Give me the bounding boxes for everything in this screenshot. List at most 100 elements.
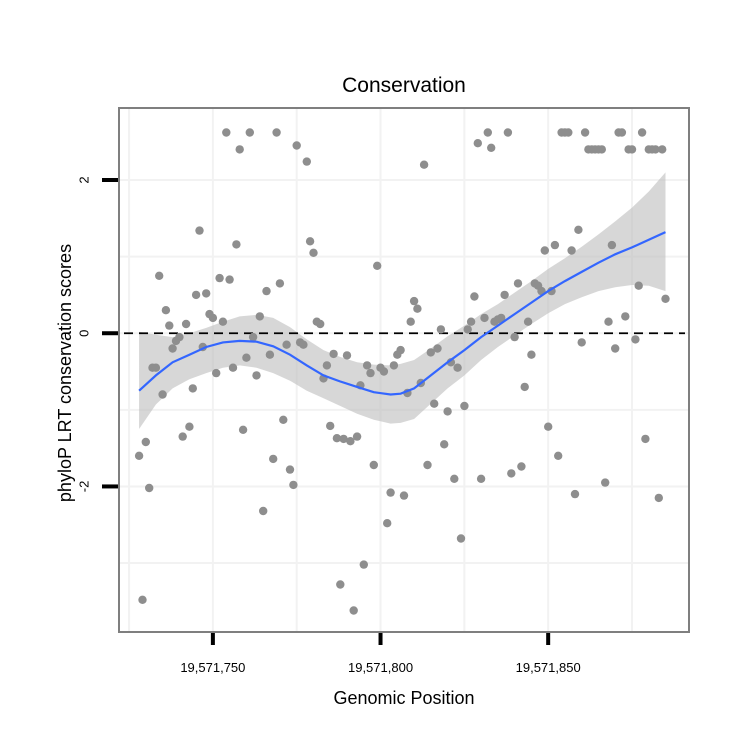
data-point xyxy=(611,344,620,353)
data-point xyxy=(292,141,301,150)
data-point xyxy=(473,139,482,148)
data-point xyxy=(487,143,496,152)
data-point xyxy=(440,440,449,449)
data-point xyxy=(480,313,489,323)
data-point xyxy=(483,128,492,137)
data-point xyxy=(369,460,378,470)
data-point xyxy=(275,279,285,288)
data-point xyxy=(168,344,177,353)
data-point xyxy=(617,128,627,137)
data-point xyxy=(349,606,358,615)
y-axis-title: phyloP LRT conservation scores xyxy=(55,244,75,502)
data-point xyxy=(497,313,506,323)
data-point xyxy=(574,225,583,234)
data-point xyxy=(383,519,392,528)
confidence-band xyxy=(139,172,666,429)
data-point xyxy=(336,580,345,589)
data-point xyxy=(544,422,553,431)
data-point xyxy=(470,292,479,301)
data-point xyxy=(564,128,573,137)
data-point xyxy=(517,462,526,471)
data-point xyxy=(329,349,338,359)
x-tick-label: 19,571,800 xyxy=(348,660,413,675)
data-point xyxy=(255,312,264,321)
data-point xyxy=(513,279,523,288)
data-point xyxy=(658,145,667,154)
data-point xyxy=(242,353,251,362)
data-point xyxy=(161,306,171,315)
data-point xyxy=(326,421,335,431)
data-point xyxy=(316,319,325,329)
data-point xyxy=(423,460,432,470)
data-point xyxy=(386,488,395,497)
data-point xyxy=(248,332,258,342)
data-point xyxy=(272,128,281,137)
data-point xyxy=(500,290,509,300)
data-point xyxy=(134,451,144,460)
data-point xyxy=(181,319,191,329)
data-point xyxy=(289,480,298,490)
data-point xyxy=(651,145,660,154)
data-point xyxy=(520,382,529,392)
data-point xyxy=(460,401,469,411)
data-point xyxy=(208,313,218,323)
data-point xyxy=(366,368,375,378)
data-point xyxy=(352,432,362,441)
data-point xyxy=(158,390,167,399)
data-point xyxy=(456,534,466,543)
x-axis-title: Genomic Position xyxy=(333,688,474,708)
data-point xyxy=(601,478,610,487)
data-point xyxy=(178,432,187,441)
data-point xyxy=(359,560,368,569)
y-tick-label: 0 xyxy=(77,330,92,337)
data-point xyxy=(507,469,516,478)
data-point xyxy=(389,361,399,370)
data-point xyxy=(577,338,586,347)
data-point xyxy=(145,483,154,493)
data-point xyxy=(433,344,442,353)
data-point xyxy=(463,325,472,334)
chart-title: Conservation xyxy=(342,74,466,97)
data-point xyxy=(191,290,201,300)
y-tick-label: -2 xyxy=(77,481,92,493)
data-point xyxy=(419,160,429,169)
data-point xyxy=(259,506,268,516)
data-point xyxy=(265,350,275,359)
data-point xyxy=(396,345,405,355)
data-point xyxy=(637,128,647,137)
data-point xyxy=(634,281,643,290)
data-point xyxy=(299,340,308,349)
data-point xyxy=(285,465,295,474)
data-point xyxy=(151,363,161,372)
data-point xyxy=(232,240,241,249)
data-point xyxy=(346,437,355,446)
data-point xyxy=(503,128,513,137)
data-point xyxy=(476,474,486,483)
data-point xyxy=(165,321,174,330)
data-point xyxy=(567,246,576,255)
data-point xyxy=(379,367,389,376)
data-point xyxy=(141,437,150,447)
data-point xyxy=(409,296,419,306)
data-point xyxy=(627,145,637,154)
data-point xyxy=(607,240,617,250)
data-point xyxy=(282,340,291,349)
data-point xyxy=(339,434,348,444)
data-point xyxy=(235,145,244,154)
data-point xyxy=(305,237,315,246)
smooth-trend-line xyxy=(138,231,666,396)
data-point xyxy=(309,248,318,257)
y-tick-label: 2 xyxy=(77,176,92,183)
data-point xyxy=(453,363,462,372)
x-tick-label: 19,571,850 xyxy=(516,660,581,675)
data-point xyxy=(527,350,536,359)
data-point xyxy=(621,312,630,321)
data-point xyxy=(430,399,439,408)
data-point xyxy=(436,325,446,334)
data-point xyxy=(269,454,278,464)
data-point xyxy=(188,384,197,393)
data-point xyxy=(215,273,224,283)
data-point xyxy=(238,425,248,434)
data-point xyxy=(245,128,254,137)
